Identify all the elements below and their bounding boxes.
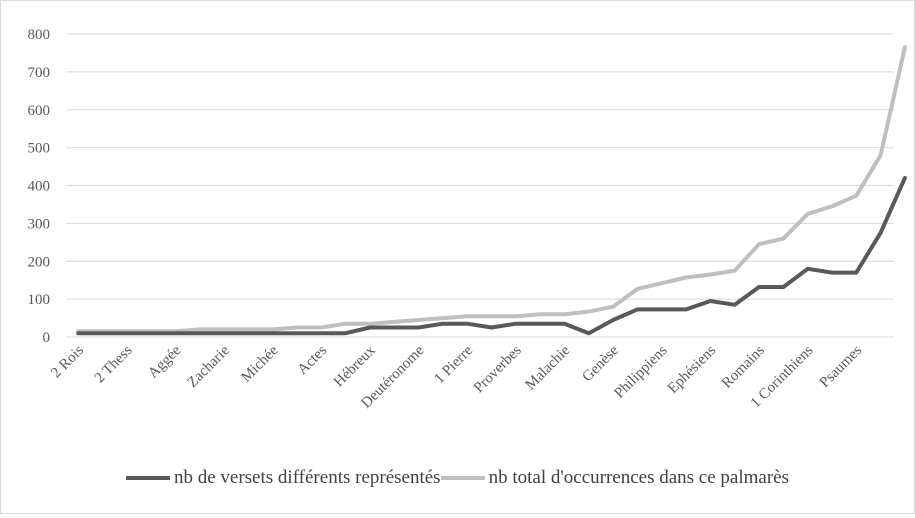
x-tick-label: 2 Rois bbox=[48, 342, 87, 381]
x-tick-label: Proverbes bbox=[471, 342, 525, 396]
y-tick-label: 400 bbox=[28, 179, 51, 195]
x-tick-label: Michée bbox=[238, 342, 281, 385]
y-tick-label: 200 bbox=[28, 254, 51, 270]
y-tick-label: 100 bbox=[28, 292, 51, 308]
x-tick-label: Psaumes bbox=[817, 342, 866, 391]
gridlines bbox=[66, 33, 894, 338]
legend-item-series-2: nb total d'occurrences dans ce palmarès bbox=[440, 467, 790, 489]
x-tick-label: 1 Pierre bbox=[431, 342, 476, 387]
y-tick-label: 700 bbox=[28, 65, 51, 81]
y-axis-ticks: 0 100 200 300 400 500 600 700 800 bbox=[28, 27, 51, 346]
x-tick-label: Malachie bbox=[523, 342, 574, 393]
y-tick-label: 600 bbox=[28, 103, 51, 119]
x-tick-label: Actes bbox=[295, 342, 331, 378]
y-tick-label: 300 bbox=[28, 216, 51, 232]
x-tick-label: Romains bbox=[719, 342, 768, 391]
y-tick-label: 0 bbox=[43, 330, 51, 346]
x-tick-label: Aggée bbox=[145, 342, 184, 381]
legend-item-series-1: nb de versets différents représentés bbox=[125, 467, 441, 489]
x-tick-label: Philippiens bbox=[612, 342, 671, 401]
x-tick-label: 2 Thess bbox=[92, 342, 136, 386]
x-axis-ticks: 2 Rois 2 Thess Aggée Zacharie Michée Actes Héb… bbox=[48, 342, 865, 411]
legend-label-series-1: nb de versets différents représentés bbox=[173, 467, 441, 488]
y-tick-label: 500 bbox=[28, 141, 51, 157]
legend-swatch-series-1 bbox=[125, 476, 170, 480]
y-tick-label: 800 bbox=[28, 27, 51, 43]
legend-label-series-2: nb total d'occurrences dans ce palmarès bbox=[488, 467, 790, 488]
x-tick-label: Genèse bbox=[579, 342, 622, 385]
x-tick-label: Hébreux bbox=[331, 342, 379, 390]
x-tick-label: Zacharie bbox=[184, 342, 233, 391]
x-tick-label: Ephésiens bbox=[665, 342, 719, 396]
series-lines bbox=[76, 45, 907, 336]
legend-swatch-series-2 bbox=[440, 476, 485, 480]
series-line-1 bbox=[76, 175, 907, 336]
legend: nb de versets différents représentés nb … bbox=[1, 467, 914, 489]
series-line-2 bbox=[76, 45, 907, 334]
